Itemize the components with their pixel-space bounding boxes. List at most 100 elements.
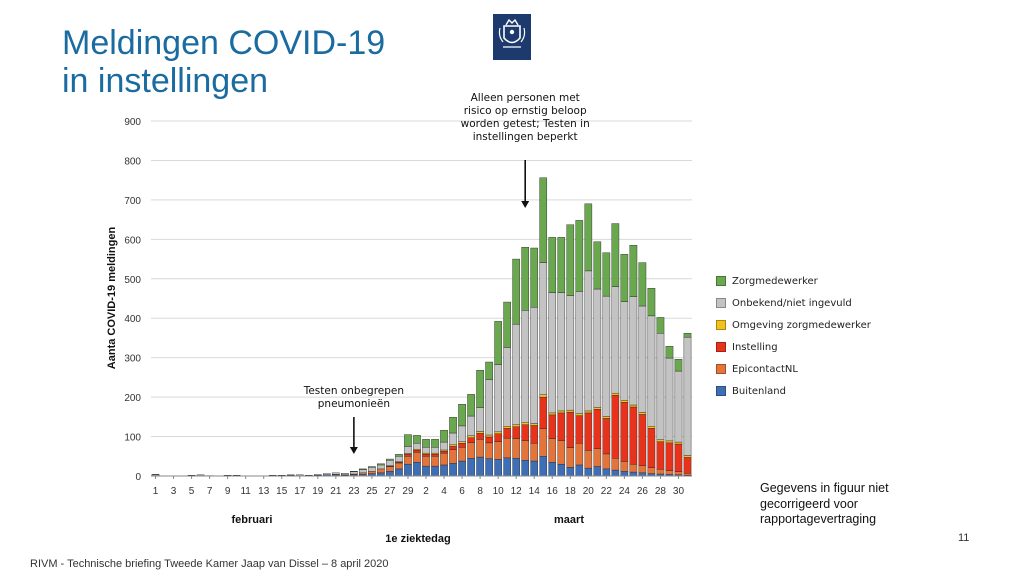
bar-segment-buitenland — [539, 456, 548, 477]
x-tick-label: 22 — [601, 486, 613, 497]
bar-segment-epicontactnl — [665, 470, 674, 475]
bar-segment-onbekend-niet-ingevuld — [449, 432, 457, 446]
bar-segment-epicontactnl — [476, 439, 484, 458]
bar-segment-zorgmedewerker — [566, 224, 575, 296]
legend-swatch — [716, 298, 726, 308]
bar-segment-zorgmedewerker — [665, 346, 674, 359]
x-tick-label: 30 — [673, 486, 685, 497]
bar-segment-instelling — [674, 443, 683, 472]
x-tick-label: 2 — [423, 486, 429, 497]
bar-segment-omgeving-zorgmedewerker — [557, 410, 566, 414]
bar-segment-onbekend-niet-ingevuld — [377, 464, 385, 470]
x-tick-label: 19 — [312, 486, 324, 497]
bar-segment-onbekend-niet-ingevuld — [341, 473, 349, 476]
y-axis-label: Aanta COVID-19 meldingen — [106, 227, 118, 370]
legend-swatch — [716, 276, 726, 286]
bar-segment-onbekend-niet-ingevuld — [593, 288, 602, 408]
bar-segment-onbekend-niet-ingevuld — [575, 291, 584, 414]
y-tick-label: 700 — [124, 196, 141, 207]
bar-segment-instelling — [620, 402, 629, 462]
bar-segment-zorgmedewerker — [575, 220, 584, 292]
slide-title: Meldingen COVID-19 in instellingen — [62, 24, 385, 100]
bar-segment-instelling — [530, 425, 539, 444]
bar-segment-zorgmedewerker — [674, 359, 683, 372]
bar-segment-buitenland — [584, 467, 593, 477]
bar-segment-instelling — [557, 412, 566, 441]
bar-segment-onbekend-niet-ingevuld — [485, 379, 493, 436]
bar-segment-onbekend-niet-ingevuld — [431, 447, 439, 454]
bar-segment-instelling — [413, 450, 421, 453]
annotation-text: instellingen beperkt — [473, 131, 578, 143]
bar-segment-buitenland — [530, 460, 539, 477]
bar-segment-zorgmedewerker — [557, 237, 566, 293]
bar-segment-instelling — [611, 394, 620, 459]
bar-segment-instelling — [602, 418, 611, 455]
bar-segment-instelling — [440, 450, 448, 454]
x-tick-label: 10 — [493, 486, 505, 497]
x-tick-label: 3 — [171, 486, 177, 497]
bar-segment-onbekend-niet-ingevuld — [395, 456, 403, 462]
bar-segment-epicontactnl — [359, 472, 367, 475]
bar-segment-buitenland — [467, 458, 475, 477]
bar-segment-onbekend-niet-ingevuld — [584, 270, 593, 412]
bar-segment-instelling — [494, 433, 502, 442]
annotation-text: Alleen personen met — [471, 92, 580, 104]
bar-segment-instelling — [584, 412, 593, 451]
bar-segment-omgeving-zorgmedewerker — [575, 413, 584, 416]
bar-segment-zorgmedewerker — [476, 370, 484, 408]
x-tick-label: 28 — [655, 486, 667, 497]
bar-segment-instelling — [404, 454, 412, 457]
bar-segment-epicontactnl — [386, 466, 394, 472]
bar-segment-omgeving-zorgmedewerker — [449, 444, 457, 447]
bar-segment-omgeving-zorgmedewerker — [503, 426, 511, 429]
chart-legend: Zorgmedewerker Onbekend/niet ingevuld Omge… — [716, 270, 871, 402]
bar-segment-instelling — [512, 426, 520, 439]
bar-segment-onbekend-niet-ingevuld — [665, 357, 674, 442]
x-tick-label: 26 — [637, 486, 649, 497]
x-tick-label: 7 — [207, 486, 213, 497]
bar-segment-epicontactnl — [368, 471, 376, 474]
bar-segment-buitenland — [629, 471, 638, 477]
x-tick-label: 15 — [276, 486, 288, 497]
bar-segment-buitenland — [440, 464, 448, 477]
legend-swatch — [716, 364, 726, 374]
y-tick-label: 200 — [124, 393, 141, 404]
bar-segment-omgeving-zorgmedewerker — [584, 410, 593, 414]
bar-segment-instelling — [638, 414, 647, 466]
bar-segment-onbekend-niet-ingevuld — [647, 315, 656, 427]
bar-segment-instelling — [422, 454, 430, 457]
x-tick-label: 5 — [189, 486, 195, 497]
bar-segment-omgeving-zorgmedewerker — [683, 455, 692, 458]
bar-segment-onbekend-niet-ingevuld — [332, 472, 340, 475]
bar-segment-zorgmedewerker — [638, 262, 647, 307]
bar-segment-instelling — [503, 428, 511, 439]
bar-segment-epicontactnl — [431, 456, 439, 467]
bar-segment-zorgmedewerker — [431, 439, 439, 448]
bar-segment-zorgmedewerker — [359, 468, 367, 470]
bar-segment-epicontactnl — [512, 438, 520, 459]
legend-label: Instelling — [732, 341, 778, 353]
bar-segment-omgeving-zorgmedewerker — [539, 394, 548, 398]
bar-segment-onbekend-niet-ingevuld — [422, 447, 430, 454]
bar-segment-zorgmedewerker — [593, 241, 602, 290]
annotation-arrow-head — [349, 447, 358, 454]
y-tick-label: 100 — [124, 433, 141, 444]
bar-segment-onbekend-niet-ingevuld — [314, 474, 322, 476]
bar-segment-epicontactnl — [521, 440, 530, 461]
bar-segment-epicontactnl — [584, 450, 593, 469]
bar-segment-onbekend-niet-ingevuld — [566, 295, 575, 411]
bar-segment-buitenland — [386, 471, 394, 477]
bar-segment-zorgmedewerker — [485, 361, 493, 380]
bar-segment-omgeving-zorgmedewerker — [638, 412, 647, 415]
bar-segment-onbekend-niet-ingevuld — [413, 443, 421, 450]
bar-segment-buitenland — [476, 456, 484, 477]
annotation-text: Testen onbegrepen — [303, 385, 404, 397]
bar-segment-onbekend-niet-ingevuld — [458, 425, 466, 442]
bar-segment-buitenland — [512, 458, 520, 477]
bar-segment-epicontactnl — [503, 437, 511, 459]
bar-segment-zorgmedewerker — [647, 288, 656, 317]
bar-segment-buitenland — [422, 465, 430, 477]
title-line-1: Meldingen COVID-19 — [62, 24, 386, 62]
slide-footer: RIVM - Technische briefing Tweede Kamer … — [30, 558, 389, 570]
